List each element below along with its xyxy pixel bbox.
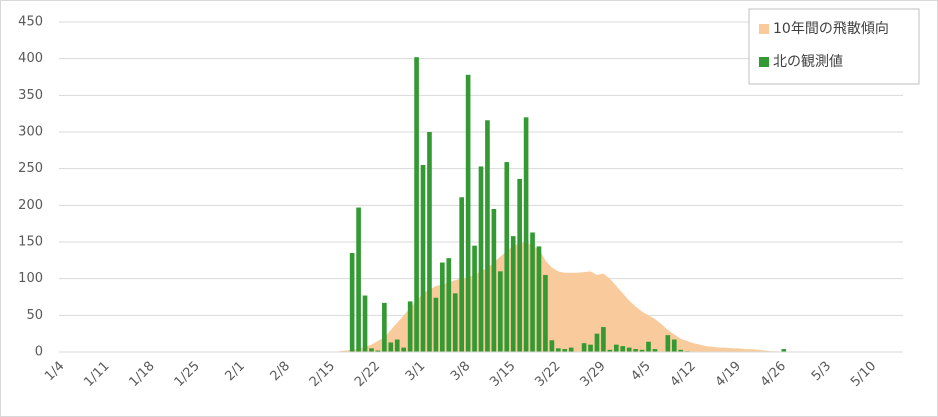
y-tick-label: 300 [18,125,43,140]
bar [375,350,381,352]
bar [459,197,464,352]
bar [633,349,638,352]
bar [678,349,684,352]
bar [472,245,477,352]
bar [369,348,374,352]
y-tick-label: 100 [18,271,43,286]
bar [498,271,503,352]
legend-swatch [759,24,769,34]
y-tick-label: 0 [35,345,43,360]
y-tick-label: 50 [26,308,43,323]
bar [568,347,574,352]
bar [626,347,632,352]
bar [362,295,368,352]
bar [588,344,593,352]
bar [420,165,426,352]
bar [607,349,613,352]
bar [388,342,394,352]
bar [781,349,787,352]
bar [485,120,490,353]
bar [452,293,458,352]
bar [530,232,535,352]
bar [613,344,619,352]
bar [594,333,600,352]
bar [382,302,387,352]
bar [465,74,471,353]
bar [549,340,555,352]
legend-label: 10年間の飛散傾向 [773,21,889,37]
bar [478,166,484,352]
y-tick-label: 250 [18,161,43,176]
bar [407,301,413,352]
bar [491,209,497,352]
bar [536,246,542,352]
y-tick-label: 450 [18,15,43,30]
bar [504,162,510,352]
bar [671,339,677,352]
bar [427,132,432,352]
bar [646,341,651,352]
y-tick-label: 350 [18,88,43,103]
y-tick-label: 200 [18,198,43,213]
bar [665,335,671,352]
bar [639,349,645,352]
bar [414,57,419,352]
y-tick-label: 150 [18,235,43,250]
legend-swatch [759,57,769,67]
legend-box [748,8,920,85]
bar [523,117,529,352]
bar [517,178,522,352]
bar [349,253,355,352]
bar [394,339,400,352]
bar [440,262,445,352]
bar [510,236,516,352]
bar [562,349,568,352]
bar [446,258,452,352]
bar [401,347,407,352]
bar [543,275,548,352]
bar [620,346,626,352]
bar [601,327,606,352]
bar [652,349,658,352]
bar [433,297,439,352]
y-tick-label: 400 [18,51,43,66]
bar [356,207,361,352]
bar [555,348,561,352]
bar [581,343,587,352]
legend-label: 北の観測値 [773,53,843,70]
